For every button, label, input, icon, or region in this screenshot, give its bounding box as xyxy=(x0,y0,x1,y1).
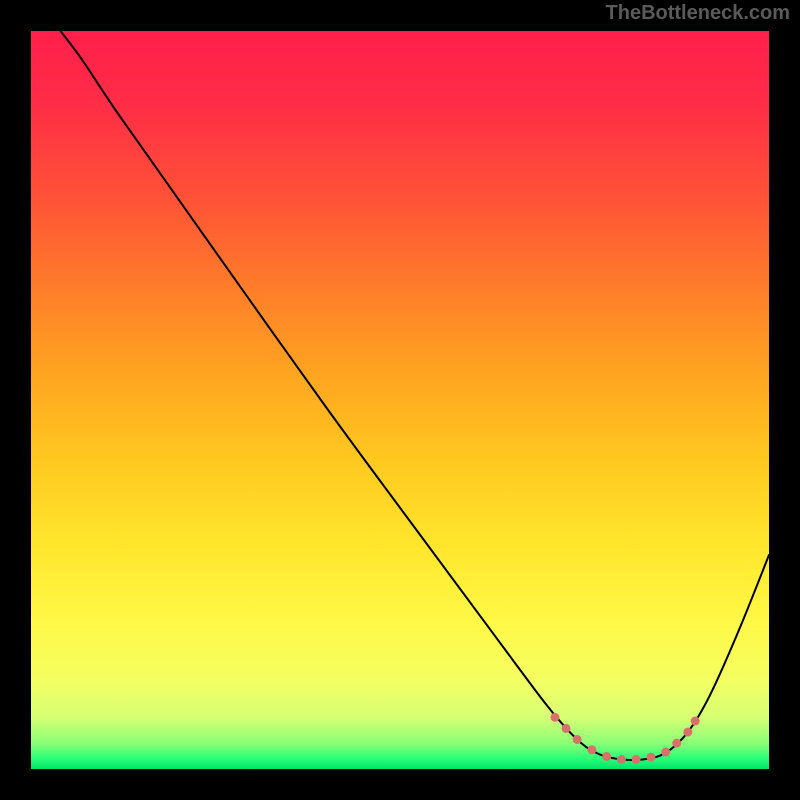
valley-marker xyxy=(646,753,655,762)
watermark-text: TheBottleneck.com xyxy=(606,2,790,25)
valley-marker xyxy=(632,755,641,764)
valley-marker xyxy=(602,752,611,761)
valley-marker xyxy=(617,755,626,764)
chart-svg xyxy=(31,31,769,769)
valley-marker xyxy=(550,713,559,722)
valley-marker xyxy=(562,724,571,733)
valley-marker xyxy=(672,739,681,748)
chart-frame: TheBottleneck.com xyxy=(0,0,800,800)
valley-marker xyxy=(661,748,670,757)
valley-marker xyxy=(587,745,596,754)
gradient-background xyxy=(31,31,769,769)
valley-marker xyxy=(573,735,582,744)
valley-marker xyxy=(683,728,692,737)
plot-area xyxy=(31,31,769,769)
valley-marker xyxy=(691,717,700,726)
